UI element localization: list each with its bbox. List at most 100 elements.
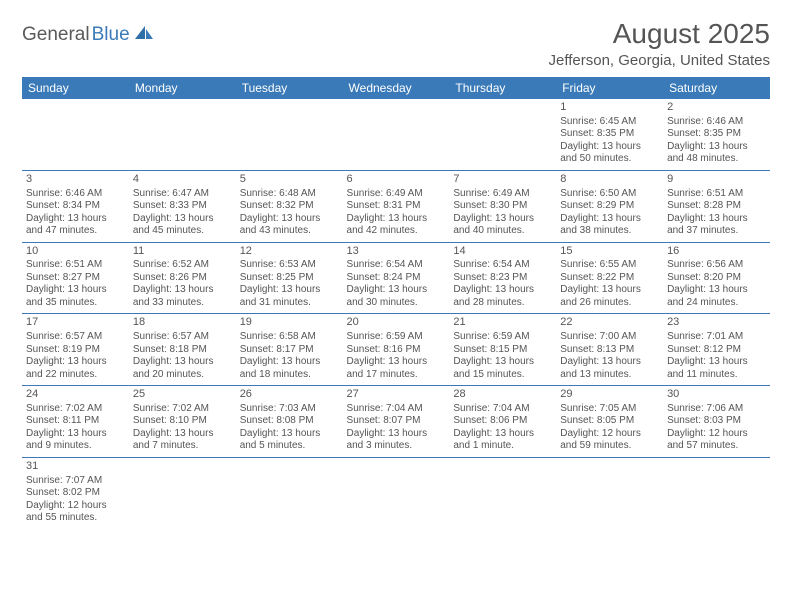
sunset-text: Sunset: 8:24 PM <box>347 272 446 285</box>
sunset-text: Sunset: 8:35 PM <box>667 128 766 141</box>
day-number: 23 <box>667 316 766 330</box>
sunset-text: Sunset: 8:33 PM <box>133 200 232 213</box>
sunrise-text: Sunrise: 6:59 AM <box>453 331 552 344</box>
location-text: Jefferson, Georgia, United States <box>548 52 770 69</box>
sunset-text: Sunset: 8:12 PM <box>667 344 766 357</box>
day-number: 3 <box>26 173 125 187</box>
calendar-day-cell: 22Sunrise: 7:00 AMSunset: 8:13 PMDayligh… <box>556 314 663 386</box>
sunset-text: Sunset: 8:29 PM <box>560 200 659 213</box>
calendar-day-cell: 31Sunrise: 7:07 AMSunset: 8:02 PMDayligh… <box>22 457 129 528</box>
daylight-text: Daylight: 13 hours and 9 minutes. <box>26 428 125 453</box>
daylight-text: Daylight: 13 hours and 17 minutes. <box>347 356 446 381</box>
sunrise-text: Sunrise: 6:49 AM <box>453 188 552 201</box>
day-number: 16 <box>667 245 766 259</box>
calendar-empty-cell <box>449 457 556 528</box>
calendar-day-cell: 27Sunrise: 7:04 AMSunset: 8:07 PMDayligh… <box>343 386 450 458</box>
sunrise-text: Sunrise: 6:49 AM <box>347 188 446 201</box>
daylight-text: Daylight: 13 hours and 47 minutes. <box>26 213 125 238</box>
sunset-text: Sunset: 8:05 PM <box>560 415 659 428</box>
daylight-text: Daylight: 13 hours and 50 minutes. <box>560 141 659 166</box>
calendar-day-cell: 14Sunrise: 6:54 AMSunset: 8:23 PMDayligh… <box>449 242 556 314</box>
sunrise-text: Sunrise: 6:47 AM <box>133 188 232 201</box>
weekday-header: Friday <box>556 77 663 99</box>
sunrise-text: Sunrise: 6:50 AM <box>560 188 659 201</box>
day-number: 6 <box>347 173 446 187</box>
calendar-day-cell: 7Sunrise: 6:49 AMSunset: 8:30 PMDaylight… <box>449 170 556 242</box>
calendar-day-cell: 19Sunrise: 6:58 AMSunset: 8:17 PMDayligh… <box>236 314 343 386</box>
sunset-text: Sunset: 8:17 PM <box>240 344 339 357</box>
calendar-day-cell: 2Sunrise: 6:46 AMSunset: 8:35 PMDaylight… <box>663 99 770 170</box>
sunset-text: Sunset: 8:16 PM <box>347 344 446 357</box>
sunrise-text: Sunrise: 7:04 AM <box>347 403 446 416</box>
weekday-header: Tuesday <box>236 77 343 99</box>
sunset-text: Sunset: 8:27 PM <box>26 272 125 285</box>
calendar-empty-cell <box>129 99 236 170</box>
sunrise-text: Sunrise: 6:53 AM <box>240 259 339 272</box>
calendar-day-cell: 16Sunrise: 6:56 AMSunset: 8:20 PMDayligh… <box>663 242 770 314</box>
day-number: 17 <box>26 316 125 330</box>
daylight-text: Daylight: 13 hours and 28 minutes. <box>453 284 552 309</box>
sunrise-text: Sunrise: 6:59 AM <box>347 331 446 344</box>
calendar-day-cell: 1Sunrise: 6:45 AMSunset: 8:35 PMDaylight… <box>556 99 663 170</box>
weekday-header-row: SundayMondayTuesdayWednesdayThursdayFrid… <box>22 77 770 99</box>
weekday-header: Saturday <box>663 77 770 99</box>
daylight-text: Daylight: 12 hours and 57 minutes. <box>667 428 766 453</box>
calendar-week-row: 24Sunrise: 7:02 AMSunset: 8:11 PMDayligh… <box>22 386 770 458</box>
sunset-text: Sunset: 8:06 PM <box>453 415 552 428</box>
calendar-day-cell: 11Sunrise: 6:52 AMSunset: 8:26 PMDayligh… <box>129 242 236 314</box>
calendar-empty-cell <box>236 457 343 528</box>
calendar-day-cell: 17Sunrise: 6:57 AMSunset: 8:19 PMDayligh… <box>22 314 129 386</box>
calendar-day-cell: 5Sunrise: 6:48 AMSunset: 8:32 PMDaylight… <box>236 170 343 242</box>
day-number: 12 <box>240 245 339 259</box>
sunrise-text: Sunrise: 6:54 AM <box>453 259 552 272</box>
sunset-text: Sunset: 8:20 PM <box>667 272 766 285</box>
sunset-text: Sunset: 8:19 PM <box>26 344 125 357</box>
day-number: 21 <box>453 316 552 330</box>
day-number: 10 <box>26 245 125 259</box>
day-number: 4 <box>133 173 232 187</box>
day-number: 5 <box>240 173 339 187</box>
daylight-text: Daylight: 13 hours and 7 minutes. <box>133 428 232 453</box>
day-number: 9 <box>667 173 766 187</box>
calendar-day-cell: 4Sunrise: 6:47 AMSunset: 8:33 PMDaylight… <box>129 170 236 242</box>
sunrise-text: Sunrise: 6:57 AM <box>133 331 232 344</box>
day-number: 11 <box>133 245 232 259</box>
calendar-empty-cell <box>22 99 129 170</box>
calendar-day-cell: 20Sunrise: 6:59 AMSunset: 8:16 PMDayligh… <box>343 314 450 386</box>
sunrise-text: Sunrise: 6:52 AM <box>133 259 232 272</box>
calendar-body: 1Sunrise: 6:45 AM Sunset: 8:35 PM Daylight… <box>22 99 770 529</box>
day-number: 28 <box>453 388 552 402</box>
day-number: 1 <box>560 101 659 115</box>
day-number: 8 <box>560 173 659 187</box>
daylight-text: Daylight: 13 hours and 38 minutes. <box>560 213 659 238</box>
month-title: August 2025 <box>548 18 770 50</box>
daylight-text: Daylight: 13 hours and 1 minute. <box>453 428 552 453</box>
sunrise-text: Sunrise: 6:51 AM <box>26 259 125 272</box>
sunset-text: Sunset: 8:02 PM <box>26 487 125 500</box>
calendar-empty-cell <box>343 457 450 528</box>
calendar-empty-cell <box>663 457 770 528</box>
logo: GeneralBlue <box>22 18 154 46</box>
calendar-day-cell: 15Sunrise: 6:55 AMSunset: 8:22 PMDayligh… <box>556 242 663 314</box>
sunset-text: Sunset: 8:26 PM <box>133 272 232 285</box>
daylight-text: Daylight: 12 hours and 59 minutes. <box>560 428 659 453</box>
sunrise-text: Sunrise: 6:45 AM <box>560 116 659 129</box>
sunrise-text: Sunrise: 6:46 AM <box>667 116 766 129</box>
sunrise-text: Sunrise: 6:58 AM <box>240 331 339 344</box>
day-number: 14 <box>453 245 552 259</box>
day-number: 15 <box>560 245 659 259</box>
daylight-text: Daylight: 13 hours and 33 minutes. <box>133 284 232 309</box>
day-number: 29 <box>560 388 659 402</box>
day-number: 7 <box>453 173 552 187</box>
calendar-table: SundayMondayTuesdayWednesdayThursdayFrid… <box>22 77 770 529</box>
calendar-day-cell: 8Sunrise: 6:50 AMSunset: 8:29 PMDaylight… <box>556 170 663 242</box>
daylight-text: Daylight: 13 hours and 26 minutes. <box>560 284 659 309</box>
calendar-day-cell: 13Sunrise: 6:54 AMSunset: 8:24 PMDayligh… <box>343 242 450 314</box>
sunrise-text: Sunrise: 7:02 AM <box>26 403 125 416</box>
sunset-text: Sunset: 8:32 PM <box>240 200 339 213</box>
calendar-day-cell: 28Sunrise: 7:04 AMSunset: 8:06 PMDayligh… <box>449 386 556 458</box>
calendar-empty-cell <box>129 457 236 528</box>
weekday-header: Sunday <box>22 77 129 99</box>
calendar-day-cell: 26Sunrise: 7:03 AMSunset: 8:08 PMDayligh… <box>236 386 343 458</box>
calendar-week-row: 17 Sunrise: 6:57 AM Sunset: 8:19 PM Dayligh… <box>22 314 770 386</box>
